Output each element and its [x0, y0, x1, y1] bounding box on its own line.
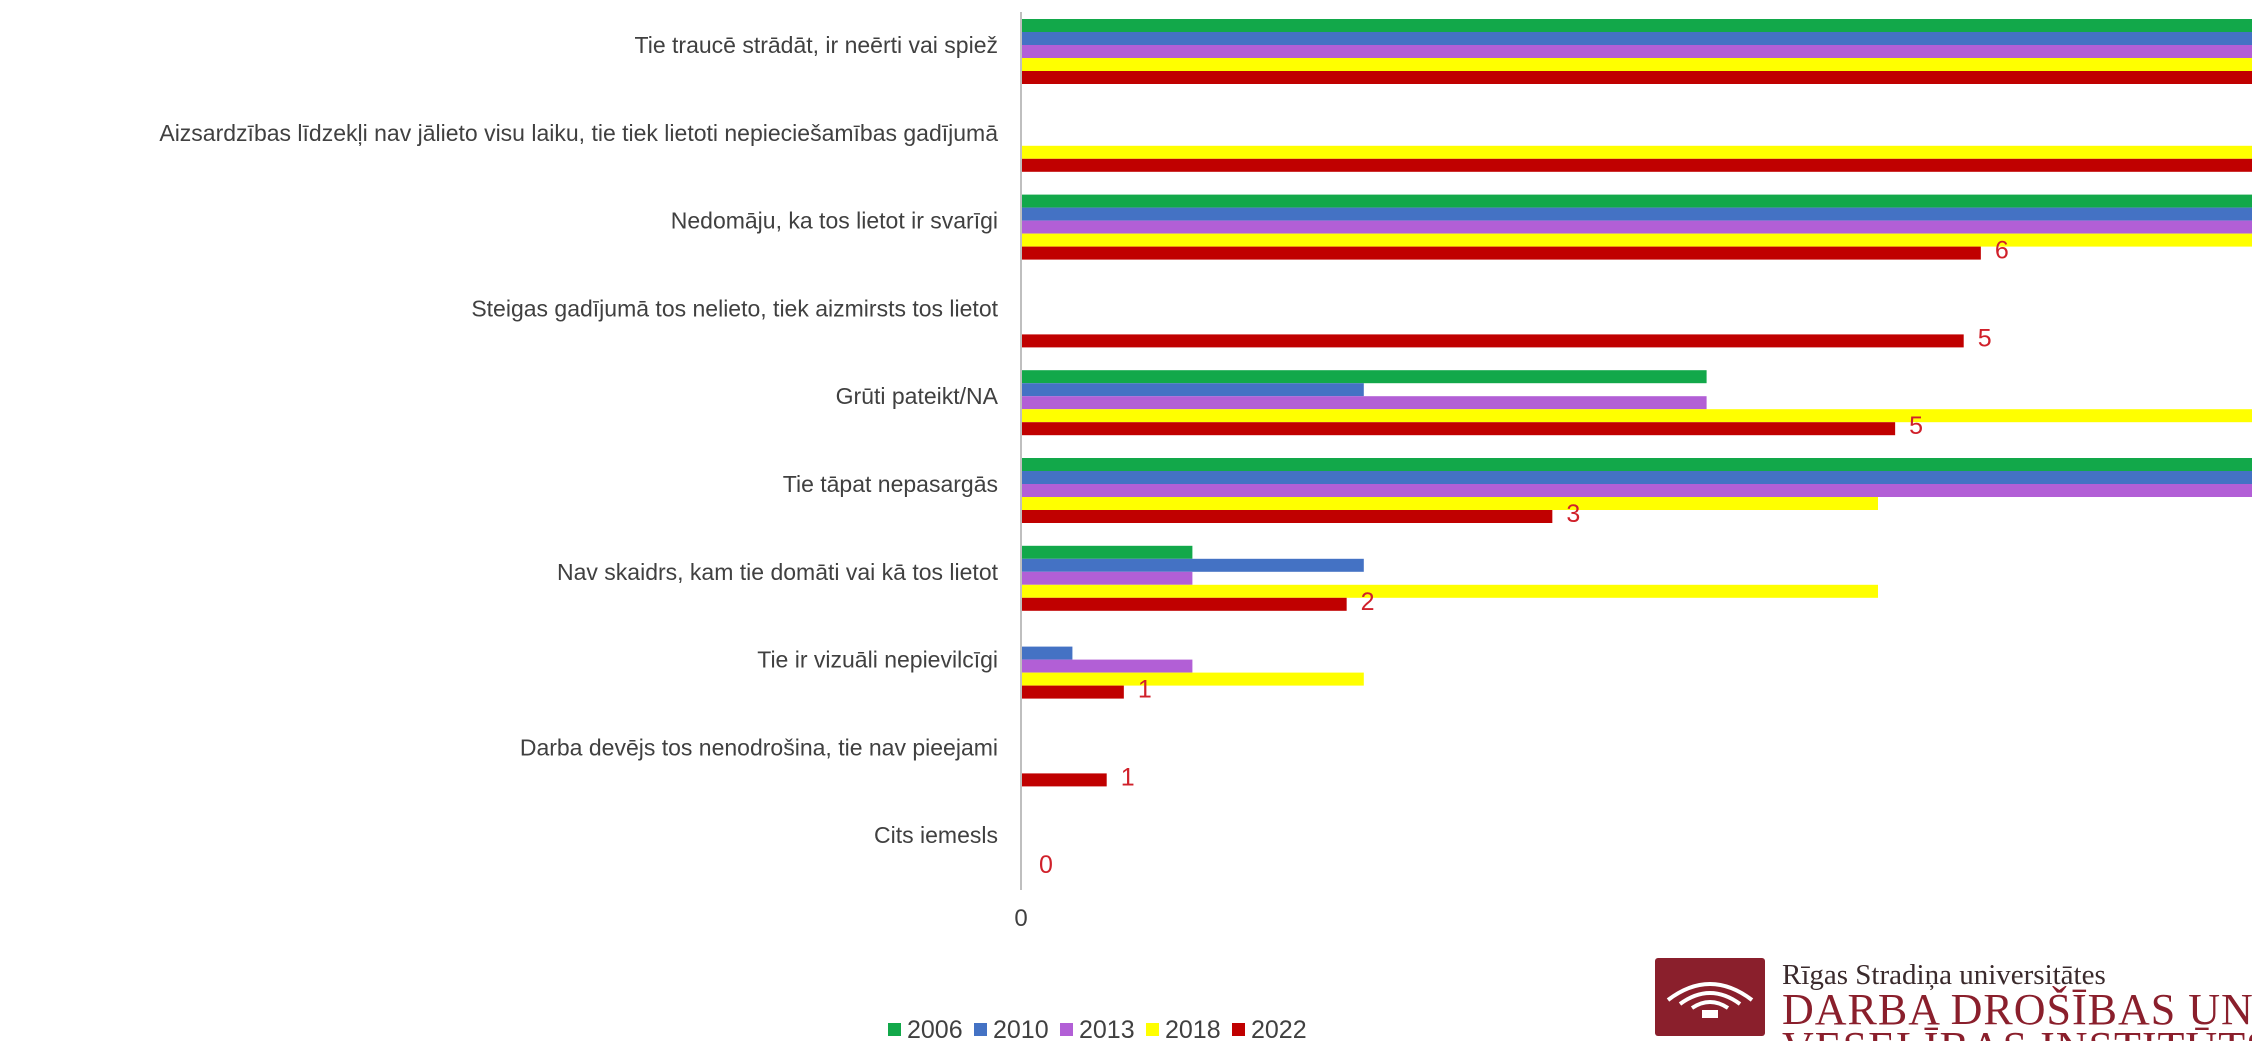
bar-2013 [1021, 659, 1193, 673]
data-label: 0 [1039, 851, 1053, 879]
category-label: Tie traucē strādāt, ir neērti vai spiež [635, 32, 998, 58]
bar-2013 [1021, 484, 2252, 497]
bar-2018 [1021, 233, 2252, 247]
category-label: Steigas gadījumā tos nelieto, tiek aizmi… [471, 295, 998, 321]
legend-swatch [1146, 1023, 1159, 1036]
category-label: Nedomāju, ka tos lietot ir svarīgi [671, 208, 998, 234]
institute-logo: Rīgas Stradiņa universitātes DARBA DROŠĪ… [1655, 958, 2252, 1041]
data-label: 6 [1995, 237, 2009, 265]
legend-swatch [974, 1023, 987, 1036]
bar-2022 [1021, 510, 1553, 523]
legend-label: 2022 [1251, 1016, 1307, 1041]
category-label: Tie ir vizuāli nepievilcīgi [757, 647, 998, 673]
logo-line-3: VESELĪBAS INSTITŪTS [1782, 1023, 2252, 1041]
x-axis-ticks: 010203040506070 [1014, 905, 1027, 932]
logo-emblem-icon [1655, 958, 1765, 1036]
legend-item-2010: 2010 [974, 1016, 1049, 1041]
logo-line-2: DARBA DROŠĪBAS UN VIDES [1782, 985, 2252, 1034]
bar-2006 [1021, 370, 1707, 384]
data-labels: 671765532110 [1039, 237, 2009, 880]
legend-item-2022: 2022 [1232, 1016, 1307, 1041]
bar-2013 [1021, 396, 1707, 410]
legend-swatch [1060, 1023, 1073, 1036]
bar-2022 [1021, 158, 2252, 172]
legend-label: 2010 [993, 1016, 1049, 1041]
bar-2010 [1021, 646, 1073, 660]
legend-swatch [888, 1023, 901, 1036]
bar-2022 [1021, 422, 1896, 436]
data-label: 1 [1138, 676, 1152, 704]
legend-swatch [1232, 1023, 1245, 1036]
bar-2010 [1021, 207, 2252, 221]
legend-item-2018: 2018 [1146, 1016, 1221, 1041]
bar-2018 [1021, 672, 1364, 686]
x-tick-label: 0 [1014, 905, 1027, 932]
bar-2013 [1021, 220, 2252, 234]
legend-label: 2006 [907, 1016, 963, 1041]
category-label: Cits iemesls [874, 822, 998, 848]
legend-item-2013: 2013 [1060, 1016, 1135, 1041]
category-label: Grūti pateikt/NA [836, 383, 999, 409]
legend: 2006 2010 2013 2018 2022 [888, 1016, 1307, 1041]
bar-2018 [1021, 58, 2252, 71]
bar-2006 [1021, 545, 1193, 559]
bar-2022 [1021, 71, 2252, 84]
bar-2022 [1021, 597, 1347, 611]
bar-2022 [1021, 773, 1107, 787]
bar-2018 [1021, 409, 2252, 423]
data-label: 5 [1909, 412, 1923, 440]
bar-2018 [1021, 584, 1878, 598]
category-label: Aizsardzības līdzekļi nav jālieto visu l… [159, 120, 998, 146]
category-labels: Tie traucē strādāt, ir neērti vai spiež A… [159, 32, 998, 848]
bar-2006 [1021, 194, 2252, 208]
bar-2006 [1021, 458, 2252, 471]
category-label: Nav skaidrs, kam tie domāti vai kā tos l… [557, 559, 999, 585]
bar-2010 [1021, 383, 1364, 397]
bar-2022 [1021, 334, 1964, 348]
category-label: Tie tāpat nepasargās [783, 471, 998, 497]
bar-2010 [1021, 32, 2252, 45]
data-label: 1 [1121, 763, 1135, 791]
bar-2018 [1021, 497, 1878, 510]
data-label: 3 [1566, 500, 1580, 528]
legend-label: 2013 [1079, 1016, 1135, 1041]
bars [1021, 19, 2252, 787]
bar-2018 [1021, 145, 2252, 159]
bar-2022 [1021, 246, 1981, 260]
bar-2010 [1021, 558, 1364, 572]
bar-2010 [1021, 471, 2252, 484]
category-label: Darba devējs tos nenodrošina, tie nav pi… [520, 734, 998, 760]
bar-2013 [1021, 571, 1193, 585]
bar-2013 [1021, 45, 2252, 58]
data-label: 5 [1978, 324, 1992, 352]
legend-label: 2018 [1165, 1016, 1221, 1041]
logo-line-1: Rīgas Stradiņa universitātes [1782, 959, 2106, 991]
legend-item-2006: 2006 [888, 1016, 963, 1041]
bar-2006 [1021, 19, 2252, 32]
data-label: 2 [1361, 588, 1375, 616]
bar-2022 [1021, 685, 1124, 699]
